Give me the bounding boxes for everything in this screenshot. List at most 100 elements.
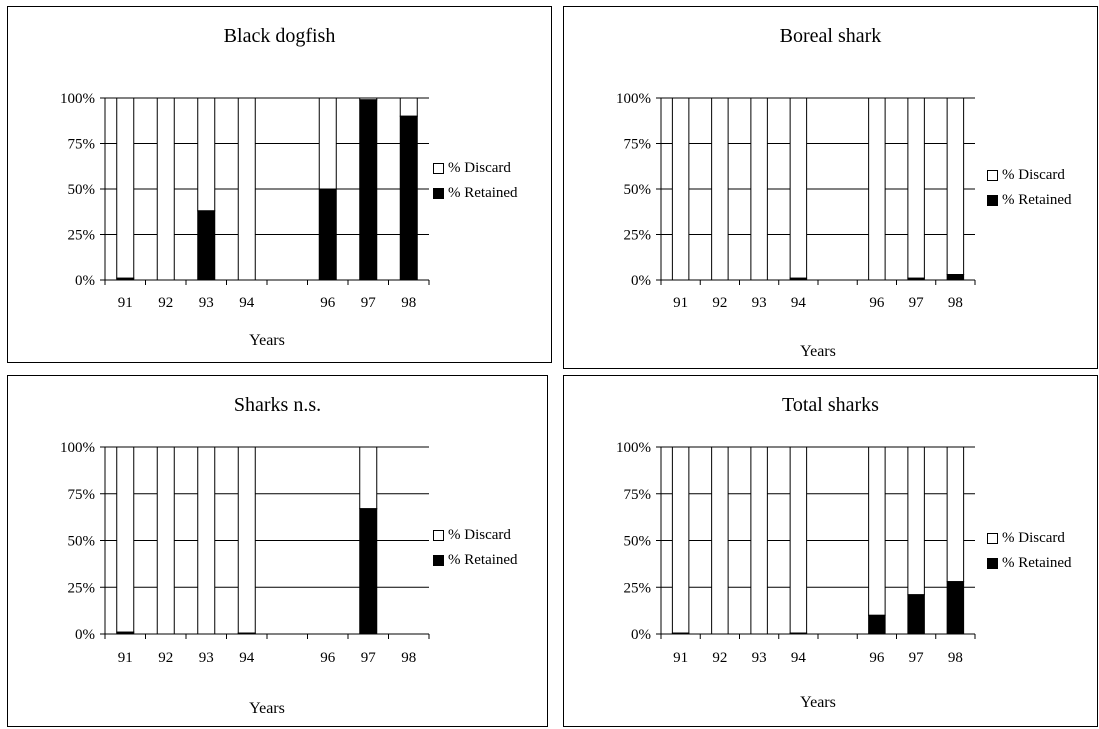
x-tick-label: 94 [239, 650, 255, 666]
bar-discard [238, 447, 255, 633]
x-tick-label: 96 [869, 650, 885, 666]
y-tick-label: 75% [624, 137, 652, 153]
legend-swatch-discard [987, 533, 998, 544]
y-tick-label: 75% [68, 487, 96, 503]
bar-retained [908, 595, 924, 634]
bar-retained [790, 278, 806, 280]
y-tick-label: 100% [616, 440, 651, 456]
legend-swatch-discard [433, 530, 444, 541]
y-tick-label: 100% [60, 440, 95, 456]
x-tick-label: 92 [712, 650, 727, 666]
bar-discard [908, 98, 924, 278]
x-tick-label: 94 [791, 295, 807, 311]
x-tick-label: 98 [401, 650, 416, 666]
x-tick-label: 93 [199, 650, 214, 666]
bar-discard [790, 98, 806, 278]
bar-retained [947, 582, 963, 634]
y-tick-label: 0% [631, 627, 651, 643]
legend-label-retained: % Retained [1002, 551, 1072, 576]
x-tick-label: 92 [712, 295, 727, 311]
legend-swatch-retained [433, 188, 444, 199]
x-tick-label: 98 [401, 295, 416, 311]
y-tick-label: 0% [631, 273, 651, 289]
bar-discard [198, 447, 215, 634]
y-tick-label: 0% [75, 627, 95, 643]
x-tick-label: 93 [752, 295, 767, 311]
chart-legend: % Discard % Retained [987, 526, 1072, 576]
legend-label-discard: % Discard [448, 523, 511, 548]
bar-retained [400, 116, 417, 280]
legend-swatch-retained [987, 195, 998, 206]
bar-retained [360, 509, 377, 634]
x-tick-label: 93 [199, 295, 214, 311]
bar-discard [198, 98, 215, 211]
x-axis-label: Years [661, 694, 975, 712]
bar-discard [869, 98, 885, 280]
bar-discard [712, 98, 728, 280]
legend-swatch-discard [433, 163, 444, 174]
legend-label-discard: % Discard [1002, 526, 1065, 551]
x-tick-label: 97 [909, 650, 925, 666]
x-tick-label: 93 [752, 650, 767, 666]
bar-retained [672, 633, 688, 634]
chart-legend: % Discard % Retained [987, 163, 1072, 213]
bar-discard [947, 447, 963, 582]
chart-legend: % Discard % Retained [433, 156, 518, 206]
x-tick-label: 98 [948, 295, 963, 311]
bar-retained [908, 278, 924, 280]
legend-label-retained: % Retained [448, 548, 518, 573]
x-tick-label: 97 [909, 295, 925, 311]
bar-discard [672, 447, 688, 633]
bar-discard [157, 98, 174, 280]
bar-retained [790, 633, 806, 634]
bar-discard [157, 447, 174, 634]
x-tick-label: 96 [320, 650, 336, 666]
chart-panel-boreal-shark: Boreal shark 0% 25% 50% 75% 100% 91 92 93 94 96 97… [563, 6, 1098, 369]
x-axis-label: Years [661, 343, 975, 361]
bar-discard [908, 447, 924, 595]
chart-panel-sharks-ns: Sharks n.s. 0% 25% 50% 75% 100% 91 92 93 94 96 97 9… [7, 375, 548, 727]
x-axis-label: Years [105, 700, 429, 718]
legend-label-discard: % Discard [1002, 163, 1065, 188]
bar-discard [400, 98, 417, 116]
x-tick-label: 97 [361, 650, 377, 666]
y-tick-label: 75% [624, 487, 652, 503]
y-tick-label: 25% [68, 228, 96, 244]
bar-retained [319, 189, 336, 280]
chart-panel-black-dogfish: Black dogfish 0% 25% 50% 75% 100% 91 92 93 94 96 9… [7, 6, 552, 363]
x-tick-label: 96 [869, 295, 885, 311]
bar-retained [117, 278, 134, 280]
y-tick-label: 50% [624, 534, 652, 550]
y-tick-label: 0% [75, 273, 95, 289]
bar-retained [198, 211, 215, 280]
y-tick-label: 75% [68, 137, 96, 153]
legend-label-discard: % Discard [448, 156, 511, 181]
x-tick-label: 98 [948, 650, 963, 666]
bar-retained [117, 632, 134, 634]
bar-discard [751, 447, 767, 634]
chart-panel-total-sharks: Total sharks 0% 25% 50% 75% 100% 91 92 93 94 96 97… [563, 375, 1098, 727]
legend-swatch-retained [987, 558, 998, 569]
bar-discard [238, 98, 255, 280]
legend-swatch-discard [987, 170, 998, 181]
bar-discard [117, 98, 134, 278]
bar-discard [751, 98, 767, 280]
bar-retained [947, 275, 963, 280]
x-axis-label: Years [105, 332, 429, 350]
y-tick-label: 25% [624, 228, 652, 244]
x-tick-label: 97 [361, 295, 377, 311]
chart-legend: % Discard % Retained [433, 523, 518, 573]
x-tick-label: 92 [158, 650, 173, 666]
y-tick-label: 100% [616, 91, 651, 107]
y-tick-label: 25% [624, 580, 652, 596]
y-tick-label: 25% [68, 580, 96, 596]
bar-discard [360, 447, 377, 509]
legend-swatch-retained [433, 555, 444, 566]
bar-discard [790, 447, 806, 633]
bar-discard [712, 447, 728, 634]
bar-retained [869, 615, 885, 634]
legend-label-retained: % Retained [1002, 188, 1072, 213]
bar-discard [117, 447, 134, 632]
y-tick-label: 100% [60, 91, 95, 107]
bar-retained [238, 633, 255, 634]
